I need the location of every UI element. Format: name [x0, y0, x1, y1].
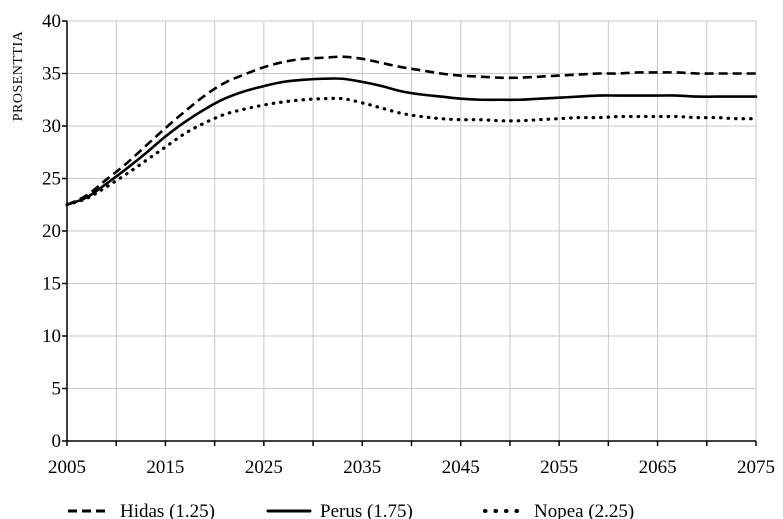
y-tick-label: 20 [42, 221, 61, 242]
y-tick-label: 0 [52, 431, 62, 452]
legend: Hidas (1.25) Perus (1.75) Nopea (2.25) [68, 501, 634, 519]
grid [67, 20, 757, 441]
series-line-1 [65, 77, 758, 207]
x-tick-label: 2075 [737, 457, 775, 478]
x-tick-label: 2065 [639, 457, 677, 478]
y-tick-label: 25 [42, 169, 61, 190]
y-tick-label: 30 [42, 116, 61, 137]
series-line-0 [66, 55, 756, 206]
x-tick-label: 2045 [442, 457, 480, 478]
y-tick-label: 35 [42, 64, 61, 85]
legend-label: Perus (1.75) [320, 501, 413, 519]
x-tick-label: 2015 [146, 457, 184, 478]
y-axis-label: PROSENTTIA [11, 30, 26, 121]
series-line-2 [65, 96, 758, 207]
x-tick-label: 2035 [343, 457, 381, 478]
x-tick-label: 2005 [48, 457, 86, 478]
y-tick-label: 40 [42, 11, 61, 32]
legend-label: Hidas (1.25) [120, 501, 215, 519]
y-tick-label: 15 [42, 274, 61, 295]
x-tick-label: 2055 [540, 457, 578, 478]
y-tick-label: 5 [52, 379, 62, 400]
x-tick-label: 2025 [245, 457, 283, 478]
y-tick-label: 10 [42, 326, 61, 347]
series-lines [65, 55, 758, 207]
legend-label: Nopea (2.25) [534, 501, 634, 519]
